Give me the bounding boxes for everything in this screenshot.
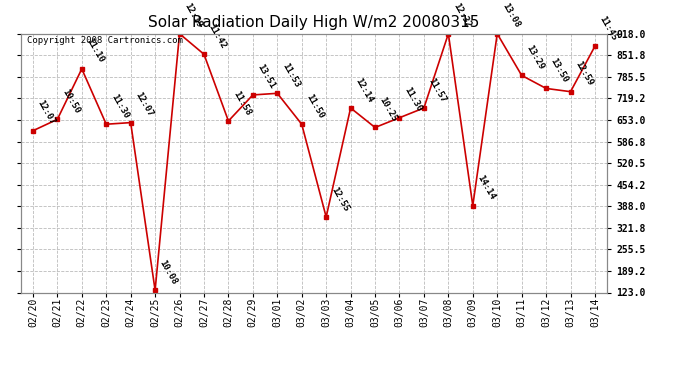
Text: 11:30: 11:30 <box>109 92 130 120</box>
Text: 10:25: 10:25 <box>378 96 399 123</box>
Text: 12:55: 12:55 <box>329 185 351 213</box>
Text: 13:08: 13:08 <box>500 2 521 30</box>
Text: 14:14: 14:14 <box>475 174 497 201</box>
Text: 12:07: 12:07 <box>133 91 155 118</box>
Text: 13:29: 13:29 <box>524 44 546 71</box>
Text: 12:07: 12:07 <box>36 99 57 127</box>
Text: 10:08: 10:08 <box>158 258 179 286</box>
Text: 12:59: 12:59 <box>573 60 595 87</box>
Text: 11:10: 11:10 <box>85 37 106 65</box>
Text: 11:50: 11:50 <box>304 92 326 120</box>
Text: 11:57: 11:57 <box>426 76 448 104</box>
Text: 11:53: 11:53 <box>280 62 302 89</box>
Text: 11:30: 11:30 <box>402 86 424 114</box>
Title: Solar Radiation Daily High W/m2 20080315: Solar Radiation Daily High W/m2 20080315 <box>148 15 480 30</box>
Text: 12:19: 12:19 <box>182 2 204 30</box>
Text: 11:45: 11:45 <box>598 14 619 42</box>
Text: 13:51: 13:51 <box>255 63 277 91</box>
Text: 12:14: 12:14 <box>353 76 375 104</box>
Text: 12:32: 12:32 <box>451 2 473 30</box>
Text: Copyright 2008 Cartronics.com: Copyright 2008 Cartronics.com <box>26 36 182 45</box>
Text: 11:42: 11:42 <box>207 22 228 50</box>
Text: 13:50: 13:50 <box>549 57 570 84</box>
Text: 10:50: 10:50 <box>60 87 81 115</box>
Text: 11:58: 11:58 <box>231 89 253 117</box>
